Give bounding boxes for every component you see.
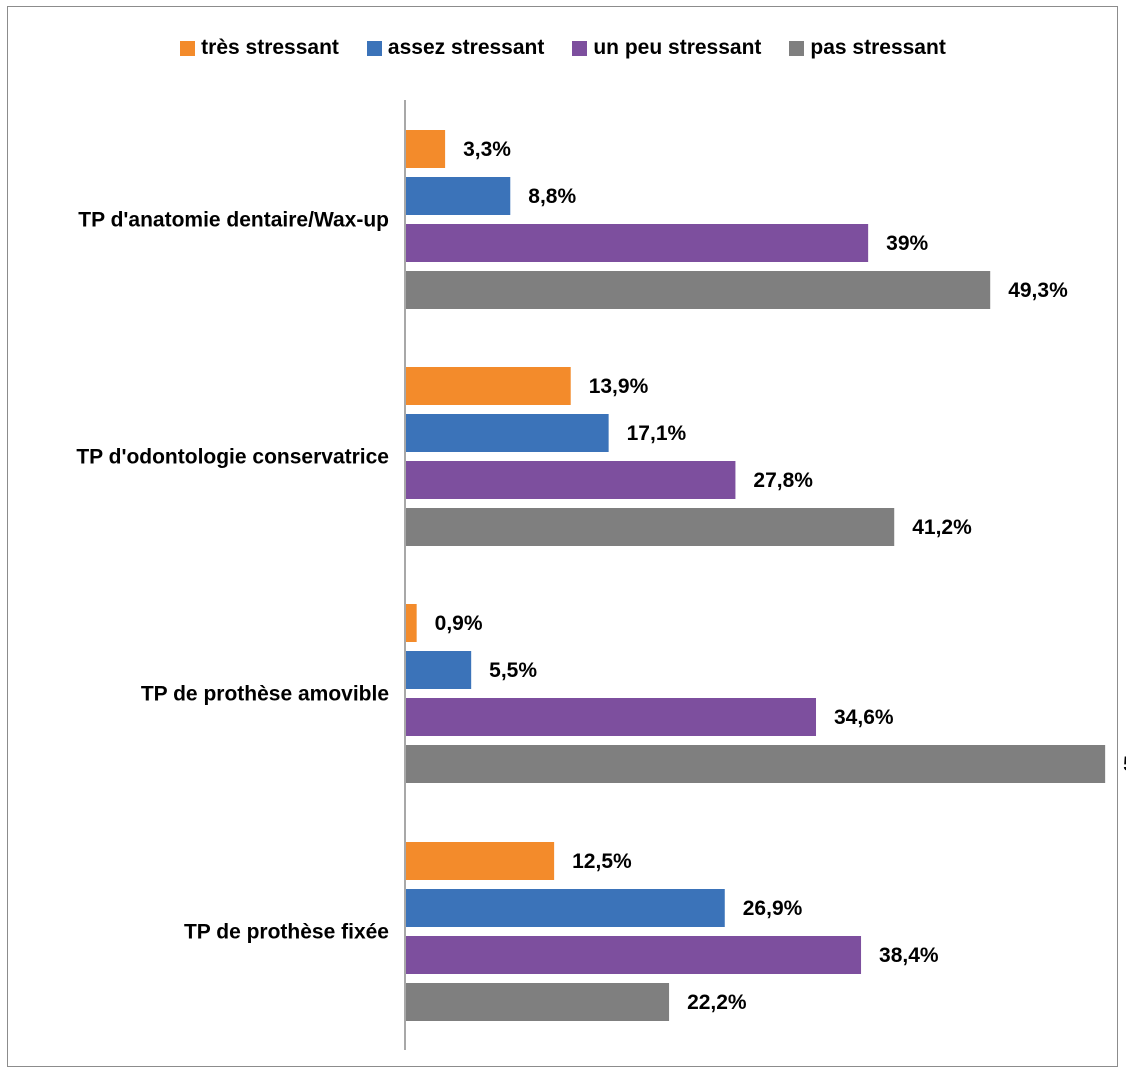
legend-item: un peu stressant: [572, 36, 761, 60]
legend: très stressant assez stressant un peu stre…: [0, 36, 1126, 60]
data-label: 39%: [886, 232, 928, 255]
category-label: TP de prothèse fixée: [184, 921, 389, 944]
legend-item: très stressant: [180, 36, 339, 60]
data-label: 3,3%: [463, 138, 511, 161]
bar: [406, 698, 817, 736]
legend-item: assez stressant: [366, 36, 545, 60]
bar: [406, 889, 725, 927]
legend-label: assez stressant: [387, 36, 545, 59]
category-label: TP d'anatomie dentaire/Wax-up: [78, 209, 389, 232]
data-label: 27,8%: [753, 469, 813, 492]
bar: [406, 177, 511, 215]
bar: [406, 367, 571, 405]
bar: [406, 604, 417, 642]
category-label: TP d'odontologie conservatrice: [76, 446, 389, 469]
legend-swatch: [366, 40, 382, 56]
data-label: 59,0%: [1123, 753, 1126, 776]
data-label: 41,2%: [912, 516, 972, 539]
legend-label: pas stressant: [810, 36, 946, 59]
data-label: 5,5%: [489, 659, 537, 682]
bar: [406, 461, 736, 499]
bar: [406, 936, 862, 974]
category-label: TP de prothèse amovible: [141, 683, 389, 706]
bar: [406, 745, 1106, 783]
data-label: 0,9%: [435, 612, 483, 635]
data-label: 22,2%: [687, 991, 747, 1014]
bar: [406, 271, 991, 309]
data-label: 13,9%: [589, 375, 649, 398]
bar: [406, 842, 555, 880]
data-label: 49,3%: [1008, 279, 1068, 302]
bar: [406, 508, 895, 546]
legend-label: un peu stressant: [593, 36, 762, 59]
bar: [406, 224, 869, 262]
legend-label: très stressant: [201, 36, 339, 59]
data-label: 17,1%: [627, 422, 687, 445]
legend-swatch: [572, 40, 588, 56]
bar: [406, 130, 446, 168]
bar: [406, 414, 609, 452]
bar: [406, 983, 670, 1021]
data-label: 12,5%: [572, 850, 632, 873]
data-label: 8,8%: [528, 185, 576, 208]
legend-swatch: [789, 40, 805, 56]
data-label: 34,6%: [834, 706, 894, 729]
legend-swatch: [180, 40, 196, 56]
legend-item: pas stressant: [789, 36, 946, 60]
bar: [406, 651, 472, 689]
data-label: 26,9%: [743, 897, 803, 920]
data-label: 38,4%: [879, 944, 939, 967]
